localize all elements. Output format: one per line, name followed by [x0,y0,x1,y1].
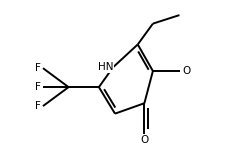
Text: F: F [35,63,41,73]
Text: F: F [35,101,41,111]
Text: O: O [140,135,148,146]
Text: HN: HN [97,62,113,72]
Text: O: O [182,66,190,76]
Text: F: F [35,82,41,92]
